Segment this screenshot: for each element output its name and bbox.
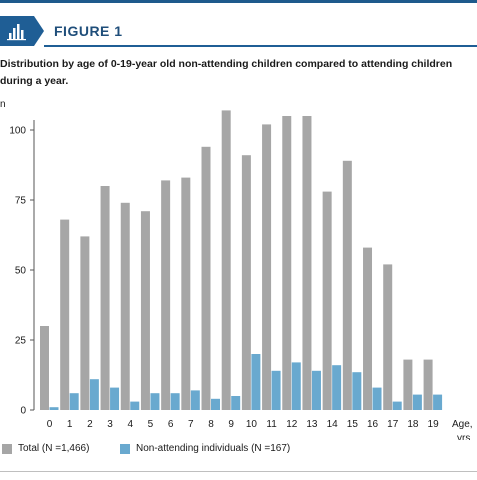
figure-rule xyxy=(44,45,477,47)
legend-item-total: Total (N =1,466) xyxy=(2,443,89,454)
bar-total xyxy=(201,146,211,411)
bar-total xyxy=(363,247,373,410)
x-tick-label: 3 xyxy=(107,419,113,430)
bottom-rule xyxy=(0,471,477,472)
figure-header: FIGURE 1 xyxy=(0,16,477,47)
bar-total xyxy=(140,211,150,410)
y-tick-label: 25 xyxy=(15,336,27,347)
bar-non-attending xyxy=(372,387,382,410)
x-axis-label: Age, xyxy=(452,419,473,430)
bar-non-attending xyxy=(211,398,221,410)
bar-total xyxy=(80,236,90,410)
bar-non-attending xyxy=(433,394,443,410)
chart-bars xyxy=(40,110,443,411)
x-tick-label: 5 xyxy=(148,419,154,430)
x-tick-label: 16 xyxy=(367,419,379,430)
x-tick-label: 9 xyxy=(228,419,234,430)
x-tick-label: 11 xyxy=(266,419,277,430)
bar-non-attending xyxy=(332,365,342,410)
chart-title: Distribution by age of 0-19-year old non… xyxy=(0,58,453,87)
bar-non-attending xyxy=(89,379,99,410)
x-tick-label: 15 xyxy=(347,419,359,430)
legend-swatch-non-attending xyxy=(120,443,130,454)
legend-label-non-attending: Non-attending individuals (N =167) xyxy=(136,443,291,454)
y-axis: n 0 25 50 75 100 xyxy=(0,99,35,417)
bar-total xyxy=(403,359,413,410)
y-tick-label: 0 xyxy=(20,406,26,417)
x-tick-label: 10 xyxy=(246,419,258,430)
bar-non-attending xyxy=(190,390,200,410)
x-tick-label: 7 xyxy=(188,419,194,430)
bar-total xyxy=(60,219,70,410)
y-tick-label: 50 xyxy=(15,266,27,277)
y-tick-label: 75 xyxy=(15,196,27,207)
x-tick-label: 2 xyxy=(87,419,93,430)
bar-non-attending xyxy=(49,407,59,410)
x-tick-label: 13 xyxy=(306,419,318,430)
bar-total xyxy=(423,359,433,410)
bar-total xyxy=(322,191,332,410)
bar-non-attending xyxy=(291,362,301,410)
bar-non-attending xyxy=(69,393,79,410)
chart-legend: Total (N =1,466) Non-attending individua… xyxy=(0,443,477,457)
bar-non-attending xyxy=(130,401,140,410)
x-tick-label: 19 xyxy=(428,419,440,430)
bar-non-attending xyxy=(231,396,241,410)
x-tick-label: 1 xyxy=(67,419,73,430)
bar-total xyxy=(221,110,231,411)
x-tick-label: 4 xyxy=(127,419,133,430)
bar-non-attending xyxy=(271,370,281,410)
bar-total xyxy=(302,116,312,410)
bar-total xyxy=(120,202,130,410)
y-axis-label: n xyxy=(0,99,6,110)
x-axis-label-unit: yrs xyxy=(457,433,470,440)
bar-non-attending xyxy=(110,387,120,410)
bar-non-attending xyxy=(352,372,362,410)
legend-swatch-total xyxy=(2,443,12,454)
bar-total xyxy=(100,186,110,410)
x-tick-label: 6 xyxy=(168,419,174,430)
x-tick-label: 12 xyxy=(286,419,298,430)
x-axis: 0 1 2 3 4 5 6 7 8 9 10 11 12 13 14 15 16 17 18 19 Age,yrs xyxy=(47,419,473,440)
bar-total xyxy=(282,116,292,410)
legend-label-total: Total (N =1,466) xyxy=(18,443,90,454)
bar-total xyxy=(161,180,171,410)
bar-non-attending xyxy=(251,354,261,410)
x-tick-label: 0 xyxy=(47,419,53,430)
legend-item-non-attending: Non-attending individuals (N =167) xyxy=(120,443,290,454)
bar-total xyxy=(262,124,272,411)
bar-total xyxy=(40,326,49,410)
top-rule xyxy=(0,0,477,3)
bar-non-attending xyxy=(392,401,402,410)
y-tick-label: 100 xyxy=(9,126,26,137)
bar-non-attending xyxy=(150,393,160,410)
bar-total xyxy=(342,160,352,410)
x-tick-label: 17 xyxy=(387,419,399,430)
bar-non-attending xyxy=(412,394,422,410)
bar-total xyxy=(383,264,393,410)
bar-non-attending xyxy=(170,393,180,410)
figure-label: FIGURE 1 xyxy=(54,23,123,39)
bar-total xyxy=(181,177,191,410)
bar-non-attending xyxy=(311,370,321,410)
bar-total xyxy=(241,155,251,410)
x-tick-label: 8 xyxy=(208,419,214,430)
x-tick-label: 18 xyxy=(407,419,419,430)
bar-chart-icon xyxy=(0,16,44,46)
x-tick-label: 14 xyxy=(327,419,339,430)
